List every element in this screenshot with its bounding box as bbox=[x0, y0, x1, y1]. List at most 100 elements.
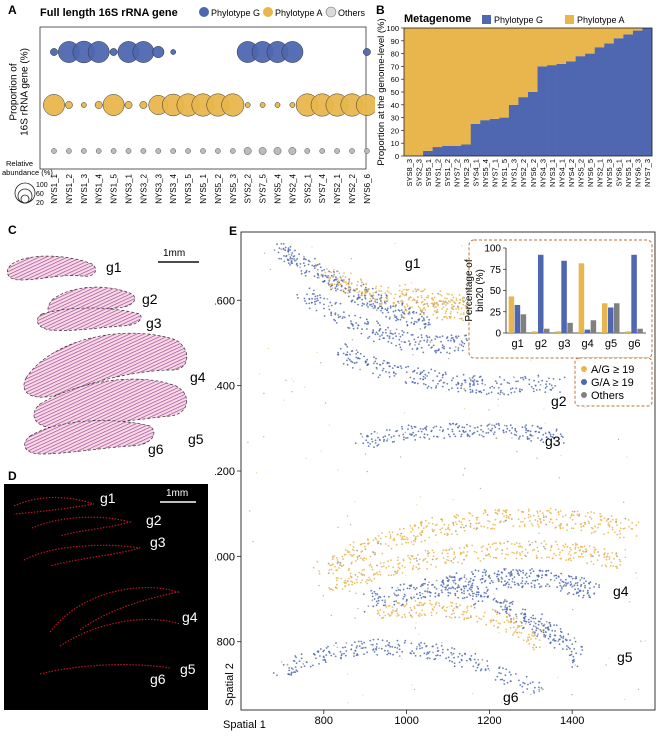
spot-2-141 bbox=[456, 337, 458, 339]
spot-3-160 bbox=[452, 305, 455, 308]
spot-3-90 bbox=[445, 301, 447, 304]
panel-d-svg: D 1mm g1 g2 g3 g4 g5 g6 bbox=[4, 469, 208, 710]
spot-5-164 bbox=[406, 437, 409, 439]
spot-6-357 bbox=[435, 534, 437, 537]
spot-6-334 bbox=[455, 513, 458, 516]
spot-9-134 bbox=[535, 627, 538, 630]
spot-11-250 bbox=[419, 647, 421, 650]
bubble-0-21 bbox=[363, 48, 371, 56]
spot-5-92 bbox=[422, 428, 424, 430]
spot-1-151 bbox=[393, 297, 396, 300]
spot-6-259 bbox=[480, 525, 483, 528]
spot-11-43 bbox=[523, 682, 526, 685]
spot-4-96 bbox=[430, 386, 433, 389]
inset-bar-2-1 bbox=[544, 328, 550, 333]
spot-7-191 bbox=[553, 552, 555, 555]
bar-b-g-20 bbox=[594, 47, 605, 157]
spot-11-234 bbox=[423, 642, 426, 645]
spot-9-5 bbox=[463, 590, 465, 592]
spot-11-225 bbox=[453, 656, 455, 659]
spot-5-74 bbox=[491, 427, 494, 430]
spot-1-106 bbox=[399, 295, 402, 297]
spot-2-123 bbox=[414, 341, 417, 344]
spot-7-298 bbox=[370, 566, 373, 568]
spot-6-268 bbox=[327, 572, 330, 574]
spot-11-117 bbox=[305, 661, 308, 663]
spot-5-57 bbox=[538, 427, 541, 430]
spot-0-64 bbox=[392, 305, 394, 308]
spot-7-267 bbox=[577, 555, 580, 558]
spot-9-85 bbox=[555, 624, 558, 627]
spot-5-119 bbox=[528, 437, 531, 440]
spot-0-199 bbox=[323, 269, 325, 271]
spot-4-174 bbox=[422, 375, 425, 378]
spot-0-282 bbox=[319, 266, 322, 269]
spot-4-142 bbox=[445, 373, 447, 376]
spot-1-89 bbox=[361, 281, 363, 284]
spot-1-20 bbox=[342, 275, 344, 277]
spot-5-215 bbox=[438, 429, 441, 431]
spot-scatter-159 bbox=[530, 359, 532, 361]
spot-6-292 bbox=[576, 513, 579, 516]
spot-1-7 bbox=[406, 305, 409, 307]
spot-7-303 bbox=[619, 564, 622, 566]
spot-11-36 bbox=[344, 654, 347, 657]
spot-4-257 bbox=[374, 360, 377, 363]
spot-0-4 bbox=[366, 304, 368, 306]
inset-x-tick-1: g2 bbox=[535, 338, 547, 350]
spot-2-200 bbox=[297, 297, 299, 299]
spot-11-195 bbox=[295, 662, 298, 665]
spot-3-146 bbox=[420, 295, 423, 297]
spot-9-200 bbox=[486, 596, 489, 599]
spot-8-331 bbox=[510, 572, 513, 575]
spot-1-33 bbox=[375, 290, 378, 293]
spot-8-141 bbox=[538, 583, 540, 585]
spot-3-77 bbox=[432, 303, 435, 306]
spot-0-116 bbox=[397, 318, 399, 321]
panel-d: D 1mm g1 g2 g3 g4 g5 g6 bbox=[0, 468, 215, 714]
spot-8-312 bbox=[474, 569, 477, 572]
spot-4-0 bbox=[407, 365, 410, 368]
bubble-1-6 bbox=[139, 101, 148, 109]
spot-scatter-78 bbox=[372, 605, 375, 607]
spot-6-393 bbox=[613, 531, 616, 534]
spot-9-48 bbox=[472, 595, 474, 597]
spot-2-52 bbox=[337, 316, 340, 319]
spot-5-5 bbox=[409, 433, 411, 436]
spot-6-223 bbox=[609, 520, 612, 523]
spot-6-229 bbox=[475, 516, 478, 519]
spot-1-115 bbox=[331, 287, 334, 290]
spot-7-81 bbox=[519, 553, 522, 556]
spot-8-273 bbox=[505, 575, 508, 578]
inset-bar-2-3 bbox=[590, 320, 597, 333]
spot-4-223 bbox=[345, 353, 347, 356]
spot-11-127 bbox=[294, 666, 297, 668]
spot-11-142 bbox=[496, 675, 499, 678]
spot-scatter-127 bbox=[644, 640, 646, 642]
spot-6-296 bbox=[363, 542, 366, 545]
spot-3-118 bbox=[425, 296, 428, 299]
spot-0-218 bbox=[408, 313, 411, 315]
spot-2-189 bbox=[426, 341, 428, 343]
spot-2-20 bbox=[443, 347, 445, 350]
spot-scatter-15 bbox=[624, 549, 626, 551]
spot-7-328 bbox=[487, 543, 490, 546]
spot-4-190 bbox=[550, 388, 553, 391]
spot-9-126 bbox=[533, 632, 536, 635]
spot-5-206 bbox=[472, 432, 475, 435]
spot-8-288 bbox=[414, 588, 417, 591]
spot-4-206 bbox=[397, 366, 400, 369]
spot-6-240 bbox=[599, 512, 602, 515]
spot-6-310 bbox=[339, 562, 342, 565]
spot-4-45 bbox=[427, 385, 430, 388]
spot-2-157 bbox=[373, 340, 375, 343]
spot-4-28 bbox=[462, 373, 465, 376]
spot-7-294 bbox=[520, 546, 523, 548]
spot-4-203 bbox=[559, 391, 561, 393]
spot-8-282 bbox=[509, 573, 512, 576]
spot-10-20 bbox=[405, 600, 408, 603]
spot-7-87 bbox=[513, 543, 516, 546]
spot-5-2 bbox=[478, 434, 481, 436]
spot-7-276 bbox=[365, 580, 367, 583]
spot-11-100 bbox=[403, 641, 406, 644]
